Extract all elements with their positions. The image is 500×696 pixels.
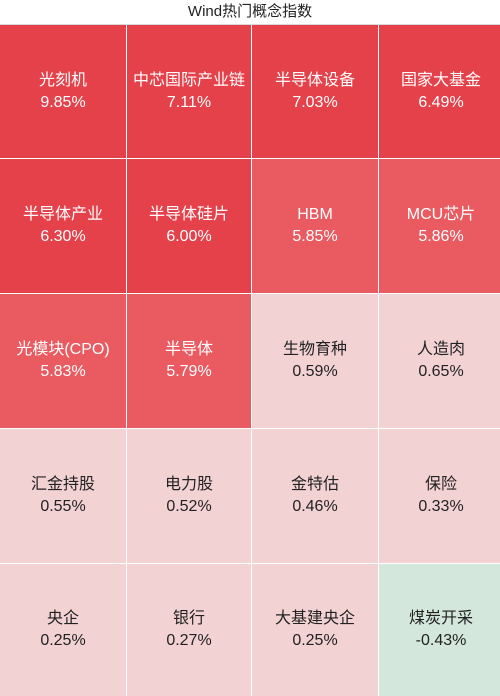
concept-tile[interactable]: 央企 0.25% (0, 564, 126, 696)
concept-name: 人造肉 (416, 341, 465, 358)
concept-tile[interactable]: MCU芯片 5.86% (379, 159, 500, 293)
concept-tile[interactable]: 光刻机 9.85% (0, 25, 126, 158)
concept-change: 0.65% (418, 363, 464, 380)
concept-change: 5.85% (292, 228, 338, 245)
concept-change: 5.79% (166, 363, 212, 380)
concept-name: 光模块(CPO) (16, 341, 110, 358)
concept-tile[interactable]: 大基建央企 0.25% (252, 564, 378, 696)
concept-change: 0.25% (292, 632, 338, 649)
concept-name: 半导体 (164, 341, 213, 358)
concept-change: 6.49% (418, 93, 464, 111)
concept-heatmap-grid: 光刻机 9.85% 中芯国际产业链 7.11% 半导体设备 7.03% 国家大基… (0, 25, 500, 696)
concept-tile[interactable]: 汇金持股 0.55% (0, 429, 126, 563)
concept-change: 6.30% (40, 228, 86, 245)
concept-change: 5.83% (40, 363, 86, 380)
concept-change: -0.43% (415, 632, 467, 649)
concept-change: 0.46% (292, 498, 338, 515)
concept-name: HBM (297, 206, 333, 223)
concept-change: 0.33% (418, 498, 464, 515)
concept-name: 央企 (46, 610, 79, 627)
concept-change: 7.11% (166, 93, 212, 111)
concept-name: 煤炭开采 (408, 610, 473, 627)
concept-name: 生物育种 (282, 341, 347, 358)
concept-change: 0.27% (166, 632, 212, 649)
concept-tile[interactable]: 金特估 0.46% (252, 429, 378, 563)
concept-change: 0.59% (292, 363, 338, 380)
concept-tile[interactable]: 中芯国际产业链 7.11% (127, 25, 251, 158)
concept-tile[interactable]: 煤炭开采 -0.43% (379, 564, 500, 696)
panel-title: Wind热门概念指数 (0, 0, 500, 25)
concept-change: 9.85% (40, 93, 86, 111)
concept-tile[interactable]: 国家大基金 6.49% (379, 25, 500, 158)
concept-name: 光刻机 (38, 71, 87, 89)
concept-change: 5.86% (418, 228, 464, 245)
concept-tile[interactable]: 生物育种 0.59% (252, 294, 378, 428)
concept-tile[interactable]: 银行 0.27% (127, 564, 251, 696)
concept-change: 6.00% (166, 228, 212, 245)
concept-tile[interactable]: 电力股 0.52% (127, 429, 251, 563)
concept-name: MCU芯片 (406, 206, 476, 223)
concept-change: 0.52% (166, 498, 212, 515)
concept-change: 0.55% (40, 498, 86, 515)
concept-tile[interactable]: 光模块(CPO) 5.83% (0, 294, 126, 428)
concept-name: 金特估 (290, 476, 339, 493)
concept-name: 电力股 (164, 476, 213, 493)
concept-tile[interactable]: 半导体硅片 6.00% (127, 159, 251, 293)
concept-name: 汇金持股 (30, 476, 95, 493)
concept-tile[interactable]: 保险 0.33% (379, 429, 500, 563)
concept-change: 7.03% (292, 93, 338, 111)
concept-name: 半导体设备 (274, 71, 355, 89)
concept-name: 国家大基金 (400, 71, 481, 89)
concept-tile[interactable]: 半导体设备 7.03% (252, 25, 378, 158)
concept-name: 半导体硅片 (148, 206, 229, 223)
concept-name: 中芯国际产业链 (132, 71, 245, 89)
concept-name: 大基建央企 (274, 610, 355, 627)
concept-change: 0.25% (40, 632, 86, 649)
concept-name: 银行 (172, 610, 205, 627)
concept-tile[interactable]: 人造肉 0.65% (379, 294, 500, 428)
concept-tile[interactable]: 半导体 5.79% (127, 294, 251, 428)
concept-tile[interactable]: 半导体产业 6.30% (0, 159, 126, 293)
concept-tile[interactable]: HBM 5.85% (252, 159, 378, 293)
concept-name: 半导体产业 (22, 206, 103, 223)
concept-name: 保险 (424, 476, 457, 493)
